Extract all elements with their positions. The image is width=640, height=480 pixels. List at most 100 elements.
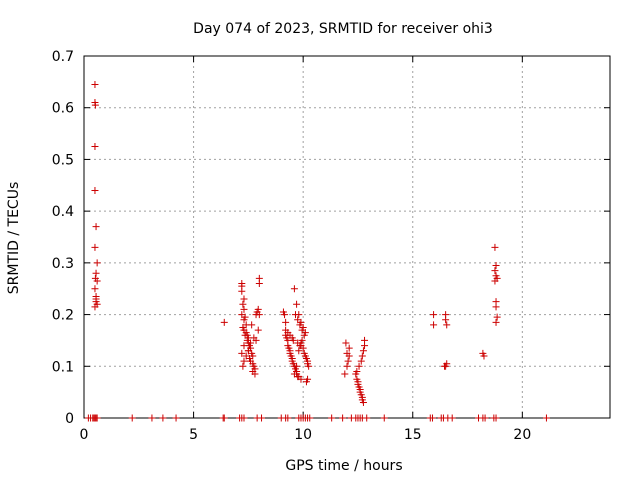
- y-tick-label: 0.1: [52, 359, 74, 375]
- zero-data-point: [306, 414, 314, 422]
- zero-data-point: [258, 414, 266, 422]
- data-point: [251, 370, 259, 378]
- data-point: [242, 352, 250, 360]
- data-point: [240, 305, 248, 313]
- data-point: [243, 331, 251, 339]
- data-point: [442, 316, 450, 324]
- x-tick-label: 0: [80, 427, 89, 443]
- zero-data-point: [380, 414, 388, 422]
- y-tick-label: 0.2: [52, 308, 74, 324]
- y-tick-label: 0.3: [52, 256, 74, 272]
- data-point: [295, 347, 303, 355]
- x-tick-label: 15: [404, 427, 422, 443]
- data-point: [297, 375, 305, 383]
- data-point: [254, 326, 262, 334]
- data-point: [443, 321, 451, 329]
- zero-data-point: [363, 414, 371, 422]
- x-tick-label: 20: [513, 427, 531, 443]
- y-tick-label: 0.5: [52, 152, 74, 168]
- data-point: [291, 311, 299, 319]
- zero-data-point: [481, 414, 489, 422]
- zero-data-point: [93, 414, 101, 422]
- data-point: [353, 367, 361, 375]
- data-point: [300, 331, 308, 339]
- data-point: [92, 223, 100, 231]
- data-point: [361, 342, 369, 350]
- data-point: [342, 339, 350, 347]
- data-point: [359, 398, 367, 406]
- x-axis-label: GPS time / hours: [285, 458, 402, 474]
- data-point: [298, 326, 306, 334]
- data-point: [93, 277, 101, 285]
- data-point: [293, 362, 301, 370]
- data-point: [430, 311, 438, 319]
- chart-title: Day 074 of 2023, SRMTID for receiver ohi…: [193, 21, 493, 37]
- data-point: [492, 318, 500, 326]
- data-point: [239, 362, 247, 370]
- y-axis-label: SRMTID / TECUs: [6, 182, 22, 295]
- zero-data-point: [240, 414, 248, 422]
- zero-data-point: [128, 414, 136, 422]
- data-point: [220, 318, 228, 326]
- zero-data-point: [159, 414, 167, 422]
- data-point: [297, 342, 305, 350]
- zero-data-point: [542, 414, 550, 422]
- data-point: [492, 261, 500, 269]
- data-point: [239, 300, 247, 308]
- data-point: [91, 80, 99, 88]
- data-point: [492, 303, 500, 311]
- zero-data-point: [172, 414, 180, 422]
- x-tick-label: 10: [294, 427, 312, 443]
- data-point: [493, 313, 501, 321]
- data-point: [293, 300, 301, 308]
- tick-labels: 0 5 10 15 20 0 0.1 0.2 0.3 0.4 0.5 0.6 0.7: [52, 49, 532, 443]
- data-point: [252, 336, 260, 344]
- data-point: [240, 342, 248, 350]
- data-point: [92, 269, 100, 277]
- data-point: [491, 267, 499, 275]
- data-point: [91, 186, 99, 194]
- data-point: [357, 357, 365, 365]
- data-point: [91, 285, 99, 293]
- data-point: [359, 347, 367, 355]
- zero-data-point: [492, 414, 500, 422]
- data-point: [289, 336, 297, 344]
- data-point: [355, 362, 363, 370]
- data-point: [248, 321, 256, 329]
- data-point: [91, 303, 99, 311]
- axis-ticks: [83, 55, 610, 419]
- y-tick-label: 0.6: [52, 101, 74, 117]
- data-point: [91, 243, 99, 251]
- grid: [84, 56, 610, 418]
- zero-data-point: [284, 414, 292, 422]
- x-tick-label: 5: [189, 427, 198, 443]
- data-point: [244, 347, 252, 355]
- data-point: [344, 357, 352, 365]
- data-point: [345, 344, 353, 352]
- data-point: [91, 143, 99, 150]
- zero-data-point: [328, 414, 336, 422]
- plot-frame: [83, 55, 611, 419]
- data-point: [491, 277, 499, 285]
- data-points: [84, 80, 550, 422]
- data-point: [343, 349, 351, 357]
- data-point: [255, 311, 263, 319]
- data-point: [480, 352, 488, 360]
- data-point: [298, 336, 306, 344]
- data-point: [281, 311, 289, 319]
- y-tick-label: 0: [65, 411, 74, 427]
- data-point: [282, 318, 290, 326]
- data-point: [491, 243, 499, 251]
- data-point: [296, 321, 304, 329]
- data-point: [358, 352, 366, 360]
- data-point: [238, 349, 246, 357]
- zero-data-point: [448, 414, 456, 422]
- data-point: [290, 285, 298, 293]
- data-point: [341, 370, 349, 378]
- data-point: [240, 316, 248, 324]
- data-point: [343, 362, 351, 370]
- data-point: [91, 101, 99, 109]
- data-point: [294, 316, 302, 324]
- y-tick-label: 0.4: [52, 204, 74, 220]
